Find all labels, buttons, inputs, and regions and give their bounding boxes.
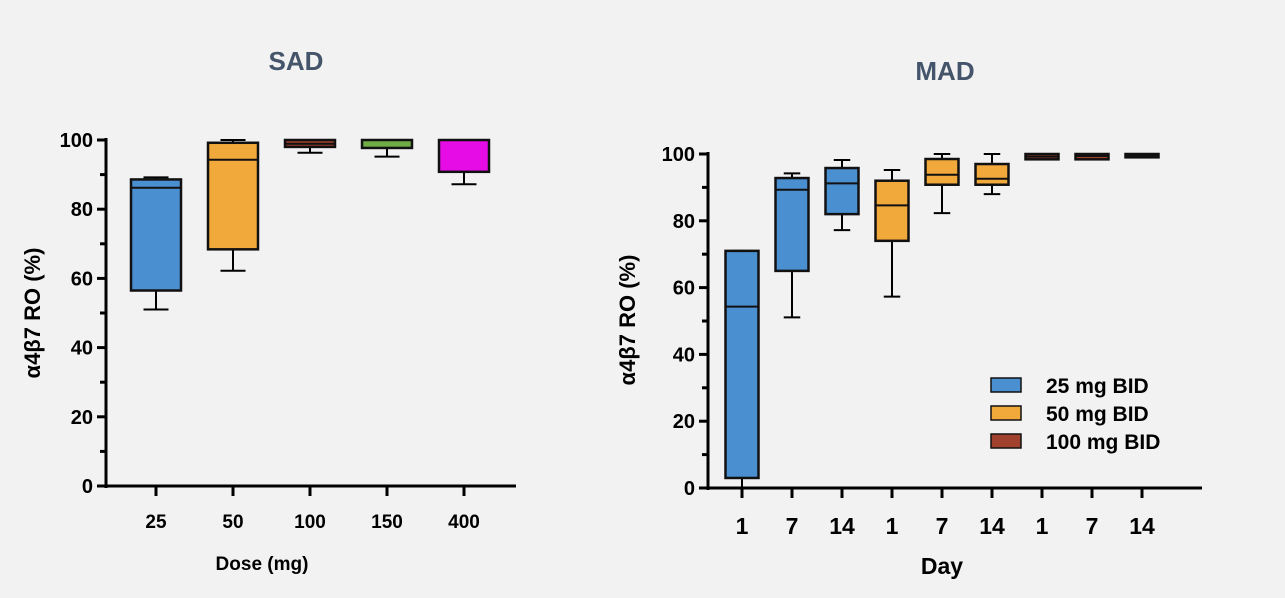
mad-box bbox=[824, 166, 860, 216]
mad-box bbox=[874, 179, 910, 243]
legend-swatch bbox=[990, 377, 1022, 393]
mad-box bbox=[724, 249, 760, 480]
legend-swatch bbox=[990, 433, 1022, 449]
mad-x-tick-label: 14 bbox=[829, 513, 855, 539]
sad-y-tick-label: 20 bbox=[71, 407, 93, 429]
sad-box bbox=[129, 178, 183, 292]
mad-x-tick-label: 1 bbox=[886, 513, 899, 539]
mad-y-tick-label: 60 bbox=[673, 278, 695, 300]
mad-x-tick-label: 7 bbox=[786, 513, 799, 539]
mad-x-tick-label: 7 bbox=[936, 513, 949, 539]
mad-box bbox=[774, 176, 810, 273]
mad-x-tick-label: 1 bbox=[736, 513, 749, 539]
sad-y-tick-label: 60 bbox=[71, 268, 93, 290]
sad-y-tick-label: 80 bbox=[71, 199, 93, 221]
sad-xlabel: Dose (mg) bbox=[216, 554, 309, 575]
sad-x-tick-label: 400 bbox=[448, 512, 480, 533]
mad-x-tick-label: 14 bbox=[979, 513, 1005, 539]
mad-y-tick-label: 80 bbox=[673, 211, 695, 233]
mad-box bbox=[924, 157, 960, 186]
sad-y-tick-label: 100 bbox=[60, 130, 93, 152]
legend-swatch bbox=[990, 405, 1022, 421]
mad-y-tick-label: 20 bbox=[673, 411, 695, 433]
sad-y-tick-label: 0 bbox=[82, 476, 93, 498]
mad-y-tick-label: 40 bbox=[673, 344, 695, 366]
mad-ylabel: α4β7 RO (%) bbox=[615, 255, 640, 386]
mad-x-tick-label: 1 bbox=[1036, 513, 1049, 539]
mad-x-tick-label: 7 bbox=[1086, 513, 1099, 539]
mad-box bbox=[974, 162, 1010, 186]
sad-y-tick-label: 40 bbox=[71, 338, 93, 360]
mad-x-tick-label: 14 bbox=[1129, 513, 1155, 539]
sad-ylabel: α4β7 RO (%) bbox=[20, 248, 45, 379]
mad-xlabel: Day bbox=[921, 553, 963, 579]
legend-label: 25 mg BID bbox=[1046, 375, 1149, 398]
mad-y-tick-label: 100 bbox=[662, 144, 695, 166]
sad-box bbox=[437, 138, 491, 174]
sad-title: SAD bbox=[269, 46, 324, 76]
mad-y-tick-label: 0 bbox=[684, 478, 695, 500]
sad-x-tick-label: 100 bbox=[294, 512, 326, 533]
legend-label: 50 mg BID bbox=[1046, 403, 1149, 426]
legend-label: 100 mg BID bbox=[1046, 431, 1160, 454]
mad-title: MAD bbox=[915, 56, 974, 86]
sad-x-tick-label: 25 bbox=[145, 512, 167, 533]
sad-x-tick-label: 50 bbox=[222, 512, 243, 533]
sad-box bbox=[360, 138, 414, 150]
sad-x-tick-label: 150 bbox=[371, 512, 403, 533]
